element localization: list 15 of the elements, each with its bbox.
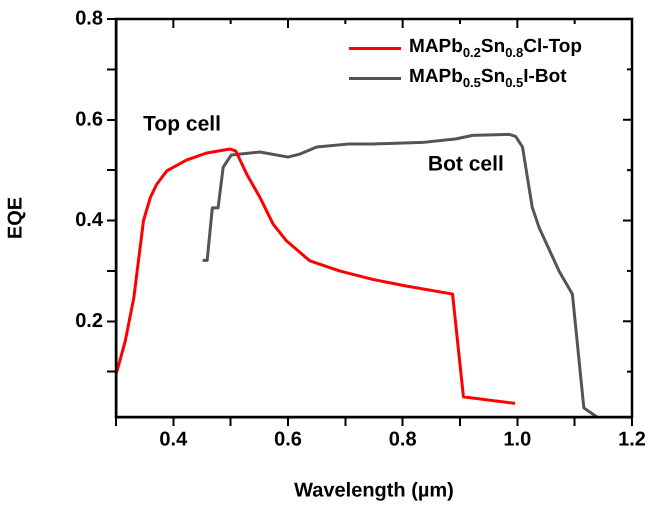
x-tick-label: 1.2 bbox=[618, 428, 646, 451]
x-axis-title: Wavelength (µm) bbox=[294, 480, 454, 502]
x-tick-label: 0.8 bbox=[388, 428, 417, 451]
x-tick-label: 1.0 bbox=[503, 428, 532, 451]
legend-label: MAPb$_{0.2}$Sn$_{0.8}$Cl-Top bbox=[409, 36, 582, 60]
legend-label: MAPb$_{0.5}$Sn$_{0.5}$I-Bot bbox=[409, 66, 567, 90]
x-tick-label: 0.6 bbox=[274, 428, 302, 451]
y-tick-label: 0.8 bbox=[75, 8, 103, 30]
y-tick-label: 0.2 bbox=[75, 310, 103, 332]
y-axis-title: EQE bbox=[4, 196, 27, 240]
y-tick-label: 0.4 bbox=[75, 209, 104, 232]
x-tick-label: 0.4 bbox=[159, 428, 188, 451]
annotation: Bot cell bbox=[428, 152, 504, 176]
y-tick-label: 0.6 bbox=[75, 108, 103, 130]
annotation: Top cell bbox=[143, 112, 221, 136]
